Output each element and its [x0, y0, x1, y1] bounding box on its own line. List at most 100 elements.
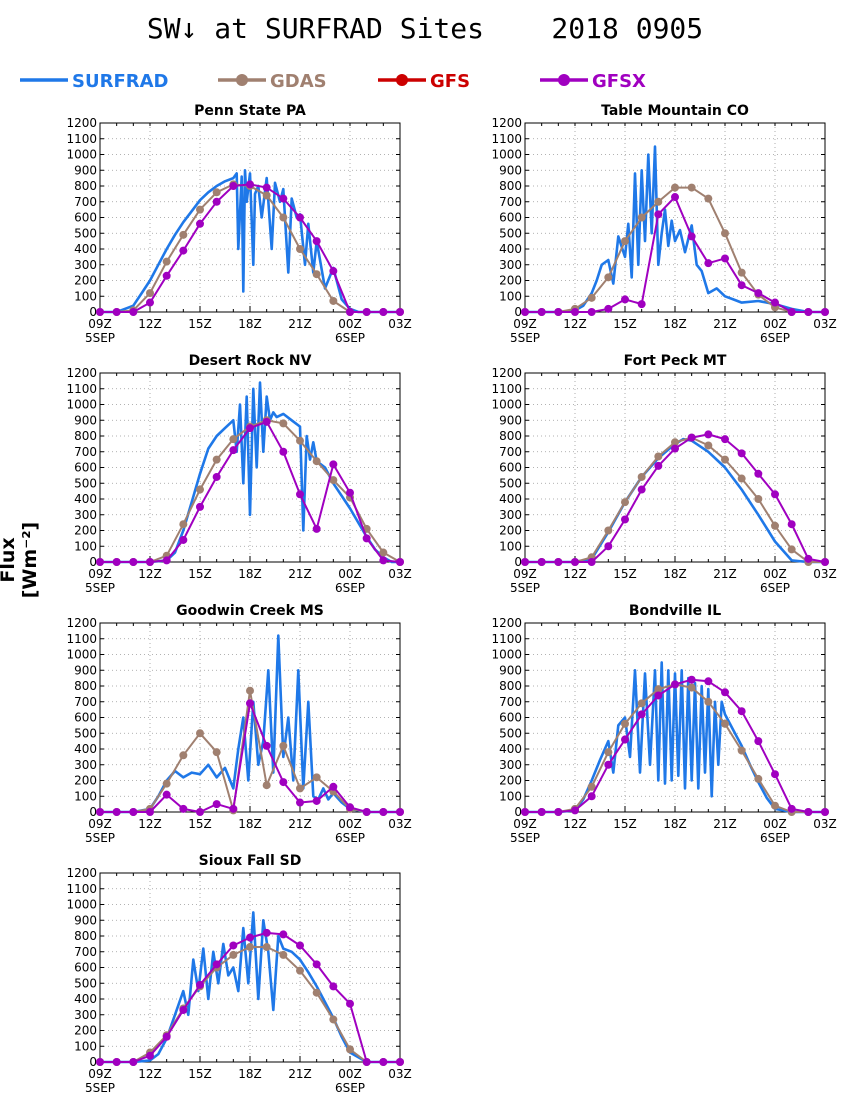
x-date-label: 5SEP: [510, 331, 540, 345]
point-gfsx: [571, 308, 579, 316]
y-tick-label: 200: [74, 774, 97, 788]
y-tick-label: 700: [74, 445, 97, 459]
x-tick-label: 21Z: [288, 1067, 312, 1081]
x-tick-label: 18Z: [663, 817, 687, 831]
point-gdas: [179, 230, 188, 239]
y-tick-label: 800: [74, 929, 97, 943]
point-gfsx: [96, 558, 104, 566]
point-gfsx: [671, 680, 679, 689]
panel-6: Sioux Fall SD010020030040050060070080090…: [66, 853, 411, 1095]
point-gfsx: [721, 688, 729, 697]
y-tick-label: 700: [74, 195, 97, 209]
x-tick-label: 15Z: [188, 1067, 212, 1081]
point-gfsx: [212, 472, 221, 481]
y-tick-label: 1200: [66, 366, 97, 380]
point-gfsx: [771, 490, 779, 499]
point-gfsx: [687, 433, 696, 442]
x-tick-label: 21Z: [713, 317, 737, 331]
y-tick-label: 900: [74, 163, 97, 177]
panel-4: Goodwin Creek MS010020030040050060070080…: [66, 603, 411, 845]
y-tick-label: 500: [499, 226, 522, 240]
point-gdas: [212, 455, 221, 464]
x-tick-label: 00Z: [338, 1067, 362, 1081]
x-date-label: 6SEP: [335, 581, 365, 595]
y-tick-label: 300: [74, 258, 97, 272]
point-gdas: [179, 520, 188, 529]
x-tick-label: 21Z: [288, 817, 312, 831]
x-tick-label: 03Z: [813, 567, 837, 581]
y-tick-label: 400: [74, 242, 97, 256]
point-gfsx: [246, 424, 254, 433]
x-tick-label: 18Z: [238, 1067, 262, 1081]
point-gfsx: [296, 941, 304, 950]
point-gdas: [687, 683, 696, 692]
point-gfsx: [771, 298, 779, 307]
point-gfsx: [262, 928, 271, 937]
point-gfsx: [637, 300, 646, 309]
y-tick-label: 900: [499, 663, 522, 677]
panel-3: Fort Peck MT0100200300400500600700800900…: [491, 353, 836, 595]
x-tick-label: 21Z: [713, 567, 737, 581]
point-gfsx: [737, 281, 746, 290]
y-tick-label: 700: [499, 445, 522, 459]
x-tick-label: 09Z: [88, 817, 112, 831]
y-tick-label: 500: [74, 476, 97, 490]
x-tick-label: 12Z: [138, 567, 162, 581]
y-tick-label: 600: [74, 461, 97, 475]
point-gdas: [637, 472, 646, 481]
point-gdas: [329, 476, 338, 485]
x-tick-label: 03Z: [388, 817, 412, 831]
legend-marker-gfs: [396, 74, 408, 86]
point-gfsx: [346, 308, 354, 316]
panel-title: Desert Rock NV: [189, 353, 312, 369]
point-gdas: [262, 781, 271, 790]
y-tick-label: 1200: [66, 116, 97, 130]
point-gfsx: [396, 808, 404, 816]
point-gfsx: [379, 308, 388, 316]
point-gfsx: [804, 308, 813, 316]
y-tick-label: 1100: [491, 382, 522, 396]
x-tick-label: 03Z: [813, 817, 837, 831]
x-tick-label: 12Z: [563, 317, 587, 331]
x-tick-label: 15Z: [188, 817, 212, 831]
point-gfsx: [129, 808, 138, 816]
point-gfsx: [296, 798, 304, 807]
x-tick-label: 09Z: [513, 567, 537, 581]
y-tick-label: 100: [499, 539, 522, 553]
x-date-label: 6SEP: [335, 331, 365, 345]
point-gdas: [621, 237, 629, 246]
point-gdas: [704, 194, 713, 203]
y-tick-label: 1200: [66, 616, 97, 630]
point-gdas: [296, 784, 304, 793]
y-tick-label: 0: [89, 805, 97, 819]
point-gdas: [196, 729, 204, 738]
point-gdas: [721, 719, 729, 728]
point-gdas: [604, 748, 613, 757]
point-gfsx: [129, 558, 138, 566]
point-gdas: [771, 521, 779, 530]
y-tick-label: 300: [499, 258, 522, 272]
series-line-gdas: [525, 186, 825, 313]
point-gdas: [312, 773, 321, 782]
x-tick-label: 18Z: [663, 317, 687, 331]
point-gdas: [754, 774, 763, 783]
y-tick-label: 0: [514, 805, 522, 819]
y-tick-label: 700: [74, 945, 97, 959]
point-gdas: [704, 441, 713, 450]
x-tick-label: 00Z: [338, 567, 362, 581]
y-tick-label: 500: [499, 726, 522, 740]
point-gdas: [229, 950, 238, 959]
point-gdas: [737, 746, 746, 755]
point-gdas: [671, 438, 679, 447]
y-tick-label: 800: [499, 679, 522, 693]
point-gdas: [787, 545, 796, 554]
x-tick-label: 15Z: [613, 567, 637, 581]
point-gfsx: [162, 790, 171, 799]
point-gfsx: [379, 556, 388, 565]
point-gfsx: [196, 980, 204, 989]
point-gfsx: [396, 308, 404, 316]
legend-label-gfs: GFS: [430, 71, 470, 92]
point-gfsx: [162, 271, 171, 280]
y-tick-label: 1200: [491, 366, 522, 380]
point-gfsx: [212, 800, 221, 809]
